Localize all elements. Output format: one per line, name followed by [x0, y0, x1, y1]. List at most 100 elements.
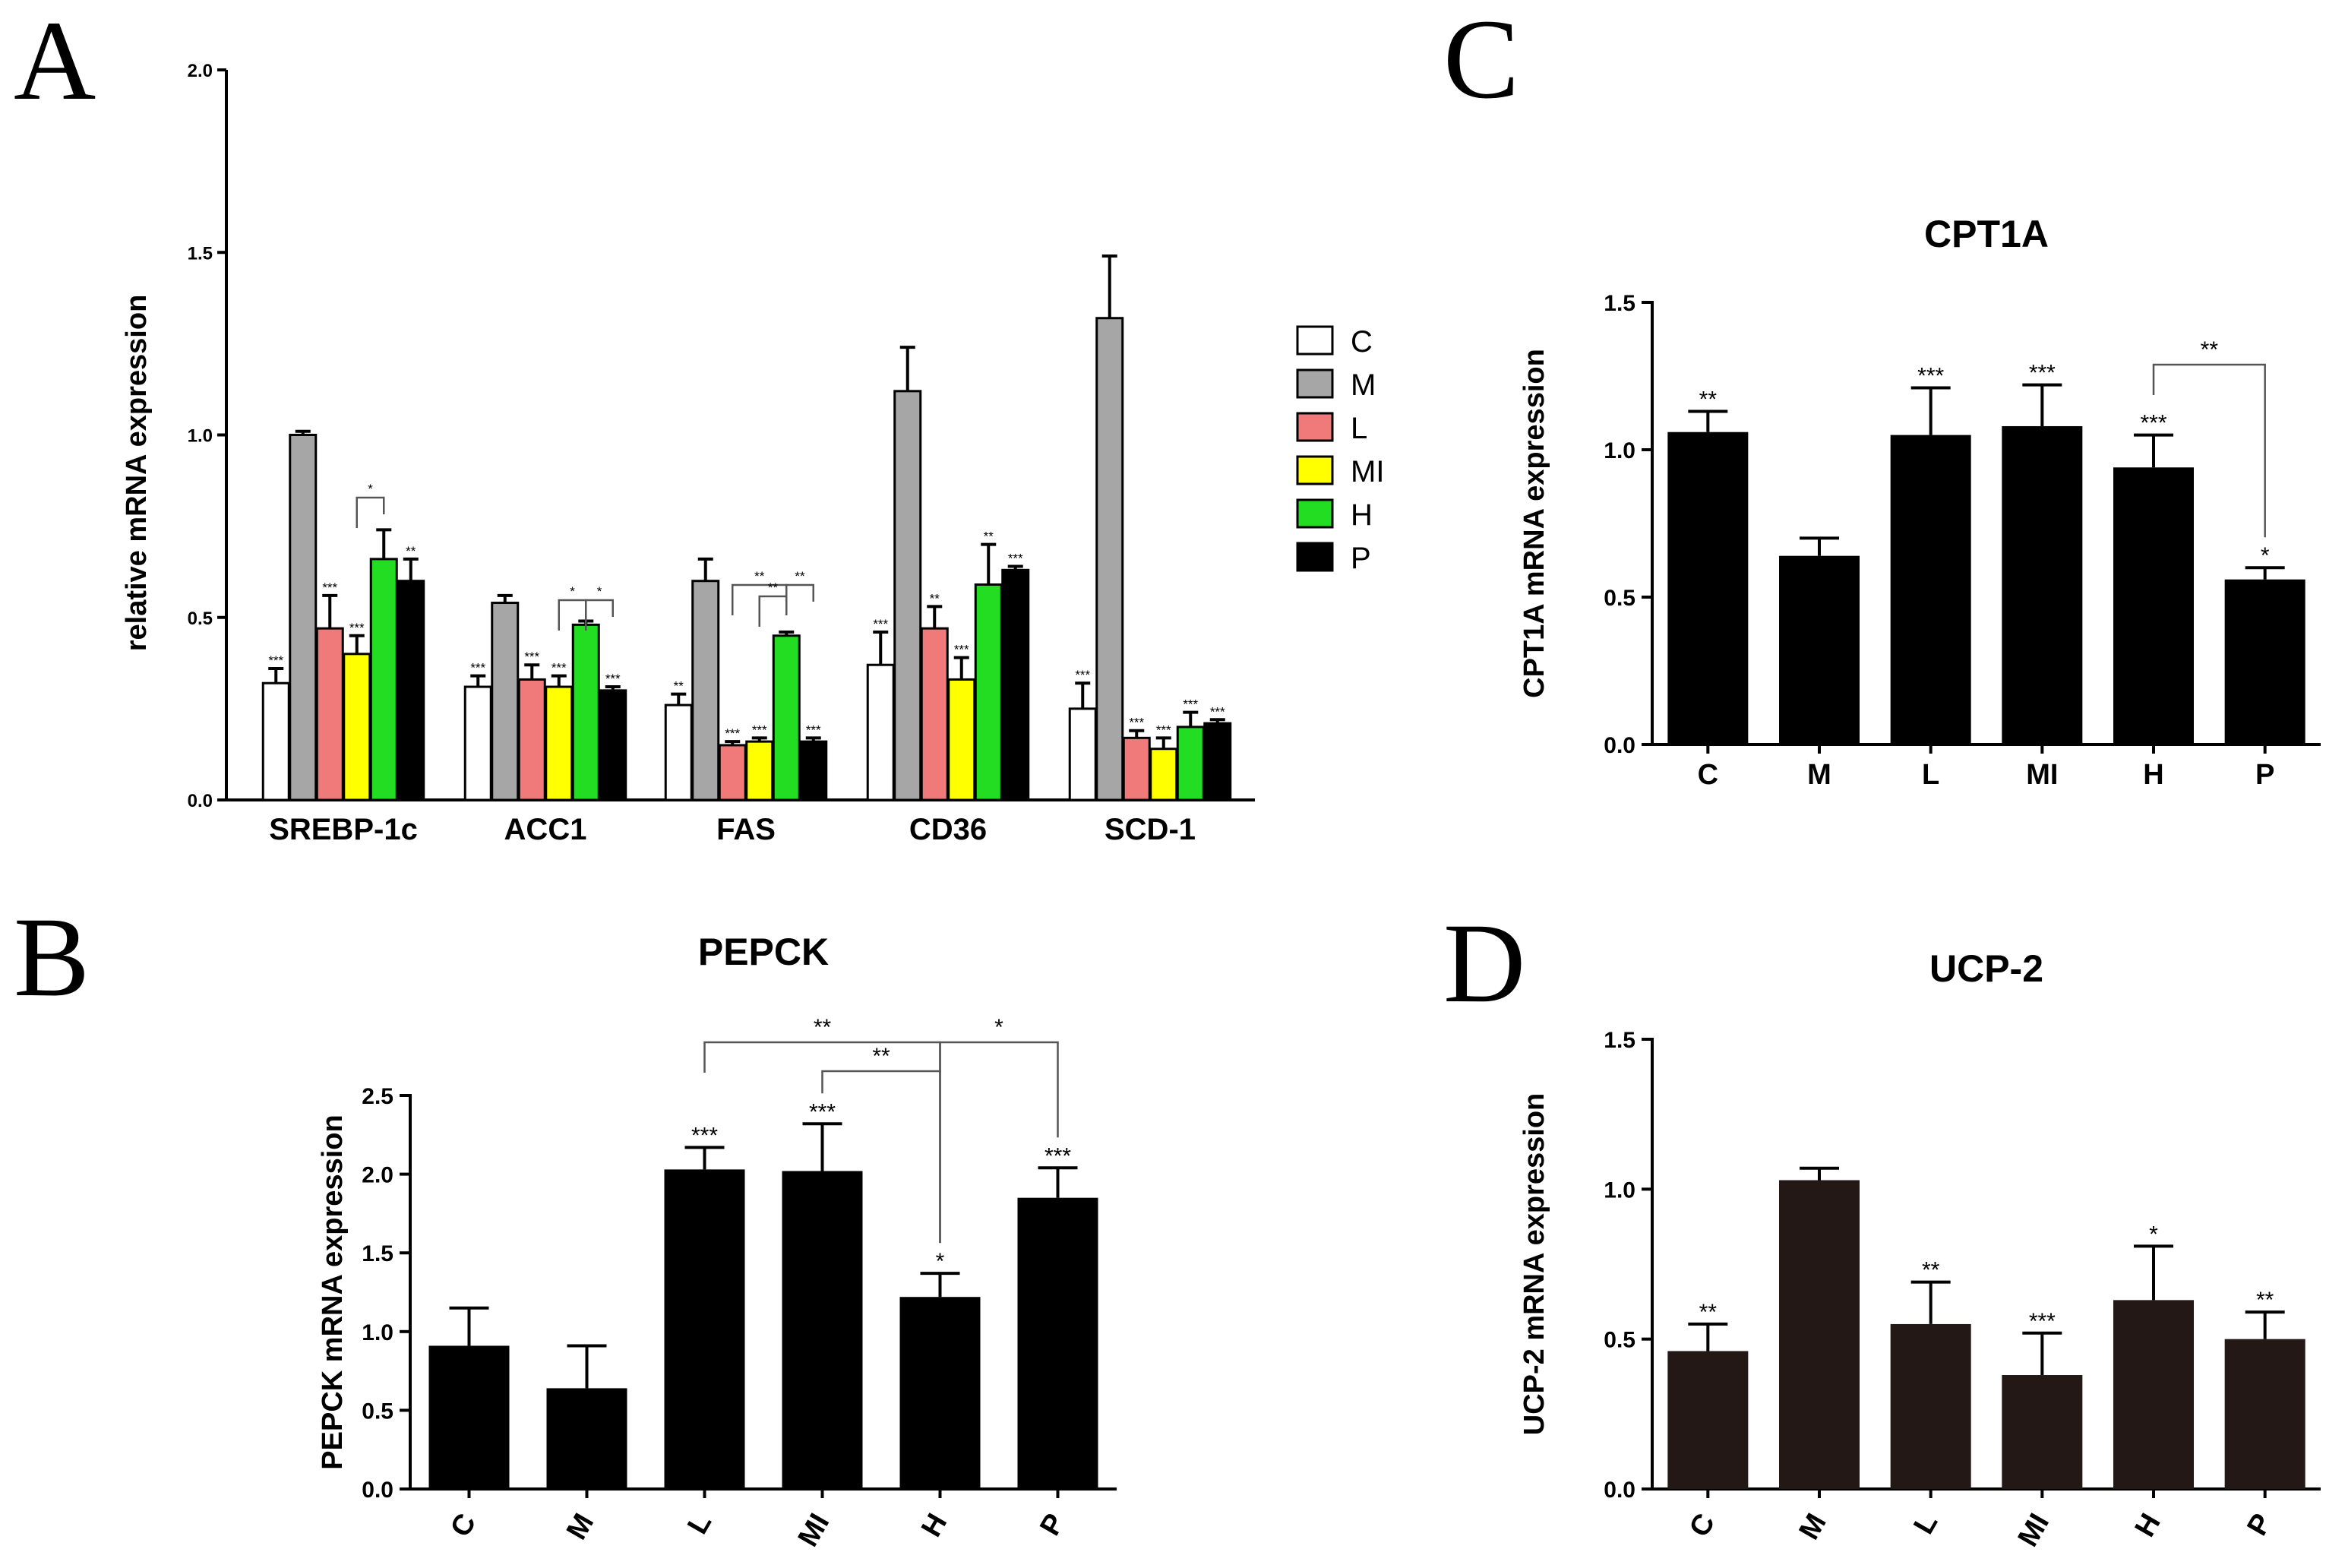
panel-c-y-axis-label: CPT1A mRNA expression [1519, 349, 1550, 698]
panel-a-significance: ** [930, 591, 940, 605]
panel-a-significance: *** [605, 672, 621, 686]
panel-b-title: PEPCK [698, 931, 829, 973]
panel-a-x-tick-label: SCD-1 [1105, 813, 1196, 846]
panel-b-y-tick-label: 2.0 [362, 1163, 393, 1188]
panel-a-legend-swatch-h [1296, 498, 1334, 529]
panel-a-bracket-label: ** [795, 569, 805, 583]
panel-a-significance: *** [954, 643, 969, 657]
panel-c-bar-l [1890, 435, 1971, 744]
panel-a-comparison-bracket [585, 599, 614, 631]
panel-b-significance: *** [1044, 1143, 1071, 1168]
panel-a-legend-swatch-l [1296, 412, 1334, 442]
panel-a-bar-acc1-m [491, 602, 520, 801]
panel-a-bar-srebp-1c-m [289, 434, 318, 801]
panel-b-bracket-label: ** [872, 1044, 890, 1069]
panel-a-bar-srebp-1c-c [261, 681, 290, 801]
panel-d-bar-c [1667, 1351, 1749, 1489]
panel-c-x-tick-label: H [2143, 759, 2163, 791]
panel-b-significance: * [936, 1249, 945, 1274]
panel-a-bar-fas-p [799, 740, 828, 801]
panel-a-legend-label: L [1351, 412, 1367, 445]
panel-a-significance: ** [674, 679, 684, 694]
panel-a-significance: ** [984, 530, 994, 544]
panel-a-x-tick-label: CD36 [909, 813, 987, 846]
panel-a-bar-scd-1-c [1068, 707, 1097, 801]
panel-c-x-tick-label: C [1698, 759, 1718, 791]
panel-d-x-tick-label: L [1907, 1509, 1944, 1540]
panel-a-significance: *** [1075, 668, 1090, 682]
panel-b-bar-l [664, 1169, 745, 1489]
panel-a-bar-scd-1-m [1095, 317, 1124, 801]
panel-a-significance: *** [806, 722, 821, 737]
panel-a-bar-acc1-h [571, 623, 600, 801]
panel-a-x-tick-label: ACC1 [504, 813, 587, 846]
panel-a-bracket-label: * [597, 584, 602, 599]
panel-b-comparison-bracket [821, 1070, 941, 1244]
panel-c-comparison-bracket [2152, 363, 2266, 538]
panel-d-significance: * [2149, 1222, 2158, 1247]
panel-letter-b: B [14, 894, 90, 1020]
panel-d-title: UCP-2 [1929, 947, 2043, 990]
panel-a-bar-fas-c [664, 703, 693, 801]
panel-d-significance: ** [1699, 1300, 1718, 1325]
panel-a-bar-cd36-h [974, 583, 1003, 801]
panel-d-significance: *** [2029, 1309, 2056, 1334]
panel-a-bar-cd36-p [1001, 568, 1030, 801]
panel-a-bar-acc1-l [517, 678, 546, 801]
panel-a-significance: *** [1210, 704, 1225, 719]
panel-a-legend-label: P [1351, 542, 1371, 575]
panel-a-significance: *** [1156, 722, 1171, 737]
panel-a-bar-srebp-1c-h [369, 558, 398, 801]
panel-a-legend-swatch-m [1296, 368, 1334, 399]
panel-c-bracket-label: ** [2201, 337, 2219, 362]
panel-c-bar-h [2113, 467, 2194, 744]
panel-a-bar-scd-1-l [1122, 736, 1151, 801]
panel-b-bar-m [546, 1388, 627, 1489]
panel-a-legend-swatch-mi [1296, 455, 1334, 485]
panel-c-bar-p [2224, 579, 2305, 744]
panel-c-x-tick-label: L [1922, 759, 1939, 791]
panel-a-legend-label: M [1351, 368, 1376, 402]
panel-b-bar-mi [782, 1171, 863, 1489]
panel-d-significance: ** [1922, 1258, 1940, 1283]
panel-c-y-tick-label: 1.0 [1604, 438, 1635, 463]
panel-a-comparison-bracket [758, 595, 788, 627]
panel-a-bar-scd-1-mi [1149, 748, 1178, 801]
panel-a-significance: *** [349, 621, 365, 635]
panel-a-significance: *** [524, 650, 539, 664]
panel-d-bar-m [1779, 1180, 1860, 1489]
panel-a-comparison-bracket [785, 583, 814, 615]
panel-a-y-tick-label: 1.0 [188, 426, 213, 447]
panel-a-bar-acc1-mi [545, 685, 574, 801]
panel-c-bar-mi [2002, 425, 2083, 744]
panel-b-x-tick-label: C [444, 1509, 482, 1543]
panel-b-y-tick-label: 0.0 [362, 1478, 393, 1503]
panel-d-bar-h [2113, 1300, 2194, 1489]
panel-a-significance: *** [268, 653, 283, 668]
panel-d-x-tick-label: C [1683, 1509, 1721, 1543]
panel-a-y-tick-label: 0.0 [188, 791, 213, 811]
panel-b-significance: *** [691, 1123, 718, 1148]
panel-b-y-tick-label: 1.0 [362, 1320, 393, 1345]
panel-a-significance: *** [322, 580, 337, 595]
panel-a-bracket-label: * [570, 584, 575, 599]
panel-a-bar-cd36-l [920, 627, 949, 801]
panel-a-bar-cd36-mi [947, 678, 976, 801]
panel-a-bar-srebp-1c-mi [343, 653, 371, 801]
panel-a-significance: *** [1129, 716, 1144, 730]
panel-a-chart: relative mRNA expression 0.0 0.5 1.0 1.5 2.0 S… [121, 61, 1384, 846]
panel-b-bracket-label: ** [814, 1015, 832, 1040]
panel-d-bar-p [2224, 1339, 2305, 1489]
panel-a-bar-srebp-1c-l [315, 627, 344, 801]
panel-a-bar-scd-1-h [1176, 726, 1205, 801]
panel-b-x-tick-label: P [1034, 1509, 1071, 1541]
panel-a-y-axis-label: relative mRNA expression [121, 295, 153, 652]
panel-c-title: CPT1A [1924, 213, 2049, 255]
panel-a-bar-acc1-c [463, 685, 492, 801]
panel-b-comparison-bracket [939, 1041, 1059, 1138]
panel-c-y-tick-label: 1.5 [1604, 291, 1635, 316]
panel-c-significance: * [2261, 543, 2270, 568]
panel-d-bar-l [1890, 1323, 1971, 1489]
